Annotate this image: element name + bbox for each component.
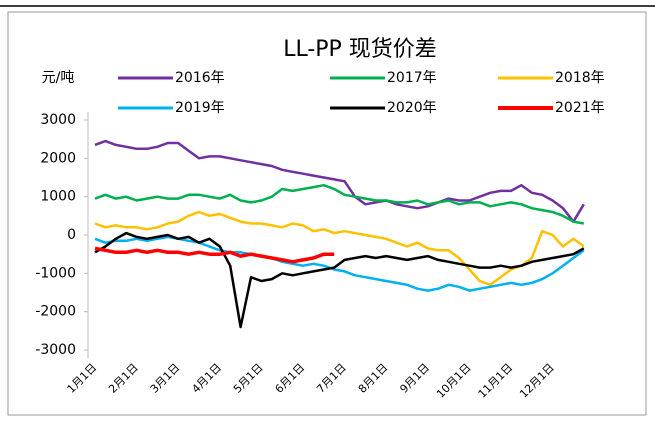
series-line — [94, 246, 335, 264]
y-tick-label: 3000 — [40, 112, 76, 128]
y-tick-label: -3000 — [35, 342, 76, 358]
x-tick-label: 8月1日 — [356, 361, 391, 396]
y-tick-label: -1000 — [35, 265, 76, 281]
legend-label: 2017年 — [387, 70, 437, 86]
y-axis-label: 元/吨 — [42, 70, 75, 86]
series-line — [94, 183, 585, 225]
x-tick-label: 3月1日 — [148, 361, 183, 396]
x-tick-label: 10月1日 — [434, 361, 474, 401]
series-line — [94, 231, 585, 329]
y-tick-label: 0 — [67, 227, 76, 243]
legend-label: 2020年 — [387, 100, 437, 116]
x-tick-label: 11月1日 — [476, 361, 516, 401]
y-tick-label: 2000 — [40, 150, 76, 166]
x-tick-label: 12月1日 — [517, 361, 557, 401]
legend-label: 2019年 — [175, 100, 225, 116]
x-tick-label: 9月1日 — [397, 361, 432, 396]
y-tick-label: -2000 — [35, 304, 76, 320]
series-line — [94, 210, 585, 287]
legend-label: 2018年 — [555, 70, 605, 86]
x-tick-label: 6月1日 — [273, 361, 308, 396]
x-tick-label: 1月1日 — [65, 361, 100, 396]
series-line — [94, 139, 585, 223]
x-tick-label: 7月1日 — [314, 361, 349, 396]
x-tick-label: 2月1日 — [106, 361, 141, 396]
legend-label: 2021年 — [555, 100, 605, 116]
chart-title: LL-PP 现货价差 — [283, 37, 437, 62]
x-tick-label: 5月1日 — [231, 361, 266, 396]
chart-frame — [7, 11, 647, 416]
legend-label: 2016年 — [175, 70, 225, 86]
x-tick-label: 4月1日 — [189, 361, 224, 396]
y-tick-label: 1000 — [40, 189, 76, 205]
